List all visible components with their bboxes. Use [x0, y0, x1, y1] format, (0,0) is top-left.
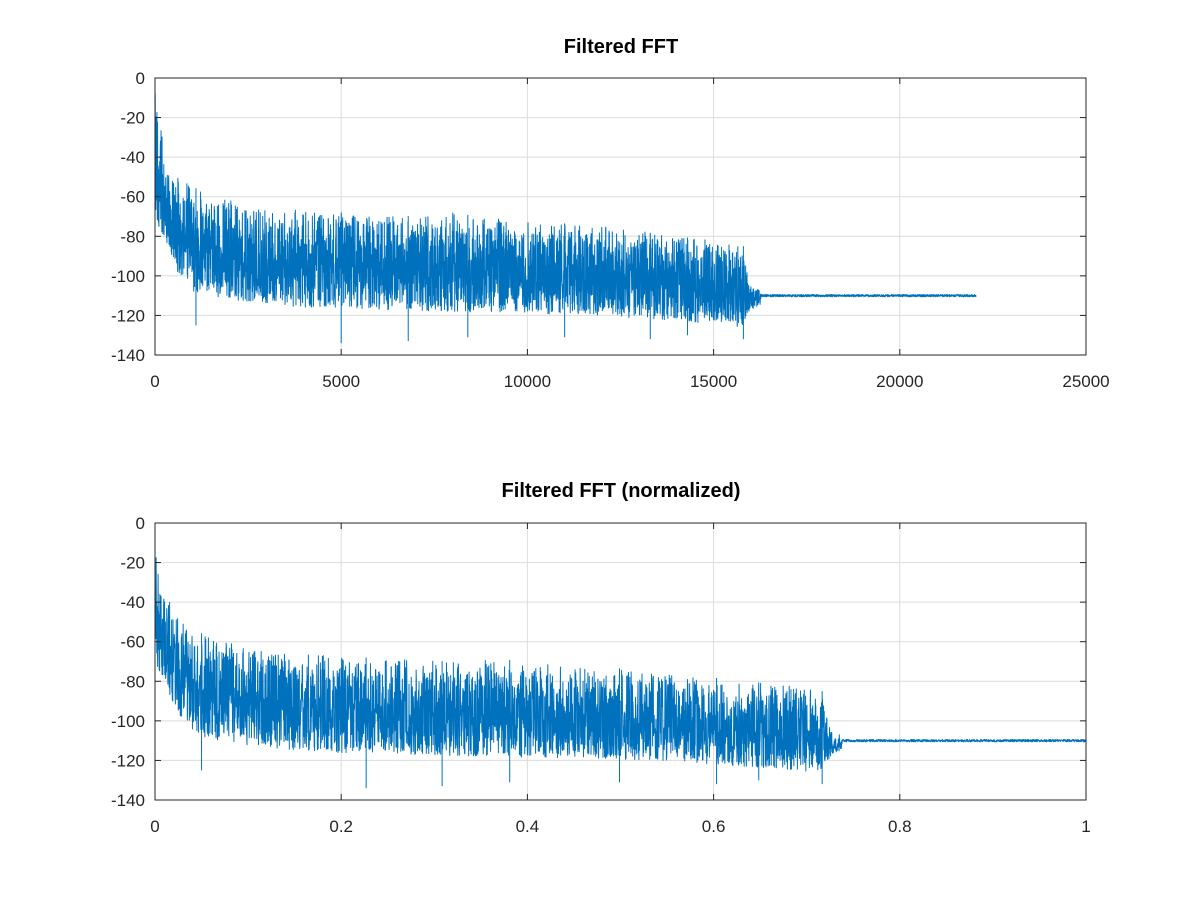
x-tick-label: 0 [150, 372, 159, 391]
y-tick-label: -80 [120, 227, 145, 246]
plot-filtered-fft: Filtered FFT 0 5000 10000 15000 20000 250000-… [111, 36, 1110, 391]
plot-filtered-fft-normalized: Filtered FFT (normalized) 0 0.2 0.4 0.6 0.8 1… [111, 480, 1091, 836]
chart-title: Filtered FFT [564, 36, 678, 58]
x-tick-label: 0.2 [329, 817, 353, 836]
y-tick-label: -140 [111, 346, 145, 365]
x-tick-label: 25000 [1062, 372, 1109, 391]
y-tick-label: -120 [111, 751, 145, 770]
x-tick-label: 0.8 [888, 817, 912, 836]
y-tick-label: -80 [120, 672, 145, 691]
x-tick-label: 5000 [322, 372, 360, 391]
y-tick-label: -40 [120, 593, 145, 612]
y-tick-label: -140 [111, 791, 145, 810]
y-tick-label: -40 [120, 148, 145, 167]
y-tick-label: -100 [111, 712, 145, 731]
x-tick-label: 20000 [876, 372, 923, 391]
y-tick-label: -20 [120, 109, 145, 128]
x-tick-label: 10000 [504, 372, 551, 391]
series-line [154, 557, 1087, 789]
chart-title: Filtered FFT (normalized) [502, 480, 741, 502]
y-tick-label: -20 [120, 554, 145, 573]
y-tick-label: 0 [136, 69, 145, 88]
x-tick-label: 15000 [690, 372, 737, 391]
y-tick-label: -60 [120, 188, 145, 207]
y-tick-label: -60 [120, 633, 145, 652]
axes-box [154, 77, 1087, 356]
x-tick-label: 1 [1081, 817, 1090, 836]
series-line [154, 93, 977, 344]
y-tick-label: -100 [111, 267, 145, 286]
axes-box [154, 522, 1087, 801]
x-tick-label: 0 [150, 817, 159, 836]
x-tick-label: 0.4 [516, 817, 540, 836]
y-tick-label: 0 [136, 514, 145, 533]
y-tick-label: -120 [111, 306, 145, 325]
x-tick-label: 0.6 [702, 817, 726, 836]
